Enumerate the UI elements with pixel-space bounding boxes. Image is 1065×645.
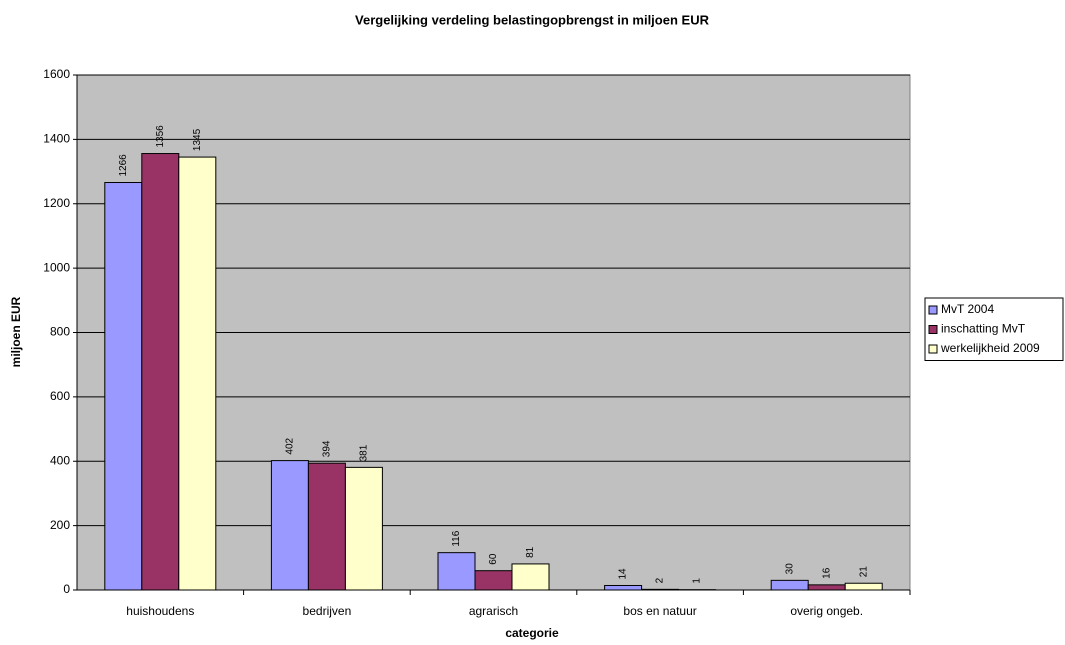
bar	[437, 552, 476, 591]
bar	[344, 466, 383, 591]
x-tick-label: overig ongeb.	[790, 604, 863, 618]
y-tick-label: 200	[50, 518, 70, 532]
x-tick-label: huishoudens	[126, 604, 194, 618]
data-label: 2	[655, 577, 666, 583]
legend-label: MvT 2004	[941, 302, 994, 316]
data-label: 1356	[155, 125, 166, 148]
data-label: 30	[784, 563, 795, 575]
data-label: 402	[285, 437, 296, 454]
bar	[307, 462, 346, 591]
legend-swatch	[928, 305, 938, 315]
x-tick-label: agrarisch	[469, 604, 518, 618]
y-tick-label: 400	[50, 453, 70, 467]
legend-label: werkelijkheid 2009	[940, 341, 1040, 355]
y-axis-title: miljoen EUR	[9, 296, 23, 367]
data-label: 381	[359, 444, 370, 461]
bar	[141, 153, 180, 591]
y-tick-label: 1600	[43, 67, 70, 81]
data-label: 14	[618, 568, 629, 580]
x-tick-label: bedrijven	[303, 604, 352, 618]
y-tick-label: 600	[50, 389, 70, 403]
chart-title: Vergelijking verdeling belastingopbrengs…	[355, 12, 710, 27]
bar	[844, 582, 883, 591]
bar	[474, 570, 513, 591]
y-tick-label: 1200	[43, 196, 70, 210]
y-tick-label: 0	[63, 582, 70, 596]
data-label: 1266	[118, 154, 129, 177]
data-label: 21	[858, 566, 869, 578]
bar	[770, 579, 809, 591]
data-label: 394	[322, 440, 333, 457]
x-axis-title: categorie	[505, 626, 559, 640]
bar	[270, 460, 309, 591]
data-label: 81	[525, 546, 536, 558]
bar	[807, 584, 846, 591]
y-tick-label: 1400	[43, 132, 70, 146]
data-label: 116	[451, 530, 462, 546]
data-label: 1	[692, 578, 703, 584]
x-tick-label: bos en natuur	[623, 604, 696, 618]
legend-box	[924, 297, 1064, 361]
legend-label: inschatting MvT	[941, 322, 1026, 336]
data-label: 1345	[192, 128, 203, 151]
bar	[511, 563, 550, 591]
legend-swatch	[928, 325, 938, 334]
bar	[641, 588, 680, 591]
data-label: 60	[488, 553, 499, 565]
legend-swatch	[928, 344, 938, 354]
y-tick-label: 1000	[43, 260, 70, 274]
bar	[604, 584, 643, 591]
bar	[104, 182, 143, 591]
y-tick-label: 800	[50, 325, 70, 339]
data-label: 16	[821, 567, 832, 579]
bar	[178, 156, 217, 591]
